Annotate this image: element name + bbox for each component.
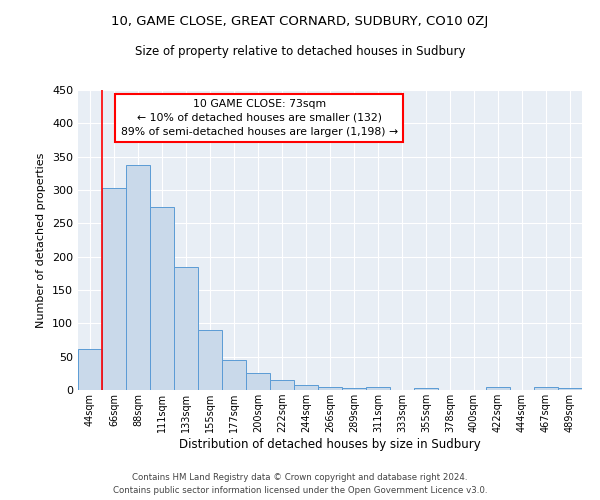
Text: 10, GAME CLOSE, GREAT CORNARD, SUDBURY, CO10 0ZJ: 10, GAME CLOSE, GREAT CORNARD, SUDBURY, … [112,15,488,28]
Text: 10 GAME CLOSE: 73sqm
← 10% of detached houses are smaller (132)
89% of semi-deta: 10 GAME CLOSE: 73sqm ← 10% of detached h… [121,99,398,137]
X-axis label: Distribution of detached houses by size in Sudbury: Distribution of detached houses by size … [179,438,481,451]
Bar [366,388,390,390]
Bar [78,348,102,390]
Bar [270,380,294,390]
Text: Contains HM Land Registry data © Crown copyright and database right 2024.
Contai: Contains HM Land Registry data © Crown c… [113,474,487,495]
Bar [102,188,126,390]
Bar [318,388,342,390]
Bar [150,206,174,390]
Bar [486,388,510,390]
Bar [246,374,270,390]
Bar [414,388,438,390]
Bar [174,266,198,390]
Text: Size of property relative to detached houses in Sudbury: Size of property relative to detached ho… [135,45,465,58]
Bar [126,164,150,390]
Bar [222,360,246,390]
Bar [342,388,366,390]
Bar [558,388,582,390]
Bar [198,330,222,390]
Bar [294,386,318,390]
Y-axis label: Number of detached properties: Number of detached properties [37,152,46,328]
Bar [534,388,558,390]
